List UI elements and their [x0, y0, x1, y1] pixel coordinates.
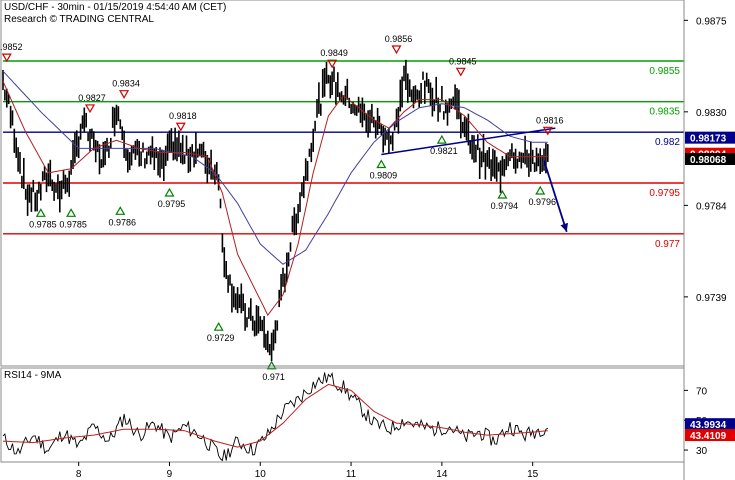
pivot-high-label: 0.9845 — [449, 56, 477, 66]
pivot-high-marker-icon — [175, 122, 186, 132]
pivot-low-marker-icon — [115, 206, 126, 215]
level-label-resistance: 0.9835 — [649, 107, 680, 118]
pivot-low-label: 0.9785 — [29, 219, 57, 229]
price-panel: 0.9855 0.9835 0.982 0.9795 0.977 0.9852 0.9827… — [0, 0, 685, 382]
pivot-high-label: 0.9818 — [169, 111, 197, 121]
trendline — [381, 127, 556, 156]
pivot-high-marker-icon — [455, 67, 466, 77]
pivot-high-label: 0.9834 — [112, 79, 140, 89]
rsi-box-rsi — [685, 418, 735, 431]
pivot-high-label: 0.9856 — [385, 34, 413, 44]
pivot-low-marker-icon — [164, 187, 175, 197]
pivot-low-marker-icon — [66, 208, 77, 217]
pivot-low-label: 0.9786 — [109, 217, 137, 227]
pivot-high-label: 0.9816 — [536, 115, 564, 125]
x-tick-label: 14 — [436, 469, 448, 480]
pivot-high-label: 0.9849 — [320, 48, 348, 58]
rsi-box-label-rsi: 43.9934 — [690, 420, 727, 431]
level-label-support: 0.9795 — [649, 188, 680, 199]
pivot-low-marker-icon — [35, 208, 46, 217]
pivot-low-label: 0.9729 — [207, 333, 235, 343]
pivot-low-marker-icon — [535, 185, 546, 195]
pivot-low-label: 0.9795 — [158, 199, 186, 209]
pivot-low-label: 0.9796 — [528, 197, 556, 207]
pivot-low-label: 0.9821 — [430, 146, 458, 156]
level-label-pivot: 0.982 — [655, 137, 680, 148]
y-tick-label: 0.9875 — [696, 16, 727, 27]
pivot-low-marker-icon — [436, 134, 447, 144]
price-box-label-ma_slow: 0.98173 — [690, 134, 727, 145]
chart-title: USD/CHF - 30min - 01/15/2019 4:54:40 AM … — [4, 2, 227, 13]
rsi-box-rsi_ma — [685, 429, 735, 442]
pivot-low-marker-icon — [266, 360, 277, 370]
level-label-support: 0.977 — [655, 239, 680, 250]
x-tick-label: 11 — [346, 469, 357, 480]
x-tick-label: 8 — [76, 469, 82, 480]
pivot-low-label: 0.9794 — [491, 201, 519, 211]
level-label-resistance: 0.9855 — [649, 66, 680, 77]
x-tick-label: 10 — [255, 469, 267, 480]
y-tick-label: 0.9739 — [696, 293, 727, 304]
pivot-high-marker-icon — [542, 126, 553, 136]
projection-arrow-head-icon — [560, 222, 568, 232]
pivot-high-marker-icon — [1, 53, 12, 63]
projection-arrow-shaft — [543, 160, 568, 233]
x-tick-label: 15 — [527, 469, 539, 480]
rsi-y-tick-label: 70 — [696, 386, 708, 397]
pivot-high-label: 0.9852 — [0, 42, 23, 52]
pivot-high-marker-icon — [84, 104, 96, 114]
pivot-low-marker-icon — [213, 321, 224, 331]
price-box-label-last: 0.98068 — [690, 155, 727, 166]
pivot-high-marker-icon — [327, 59, 338, 69]
rsi-line — [2, 371, 549, 462]
pivot-high-marker-icon — [119, 90, 130, 99]
price-box-ma_slow — [685, 131, 735, 144]
rsi-ma-line — [2, 383, 548, 448]
rsi-panel: RSI14 - 9MA — [0, 367, 685, 463]
pivot-high-marker-icon — [391, 45, 402, 55]
rsi-panel-frame — [0, 367, 685, 463]
price-box-last — [685, 153, 735, 166]
pivot-low-label: 0.9809 — [370, 171, 398, 181]
pivot-low-marker-icon — [497, 189, 508, 199]
x-tick-label: 9 — [167, 469, 173, 480]
ma-fast-line — [2, 81, 548, 317]
chart-source: Research © TRADING CENTRAL — [4, 14, 154, 25]
pivot-low-label: 0.9785 — [59, 219, 87, 229]
y-tick-label: 0.9830 — [696, 108, 727, 119]
pivot-low-marker-icon — [376, 159, 387, 169]
y-tick-label: 0.9784 — [696, 201, 727, 212]
rsi-box-label-rsi_ma: 43.4109 — [690, 431, 727, 442]
rsi-y-tick-label: 30 — [696, 446, 708, 457]
pivot-low-label: 0.971 — [262, 372, 285, 382]
pivot-high-label: 0.9827 — [78, 93, 106, 103]
rsi-title: RSI14 - 9MA — [4, 370, 62, 381]
